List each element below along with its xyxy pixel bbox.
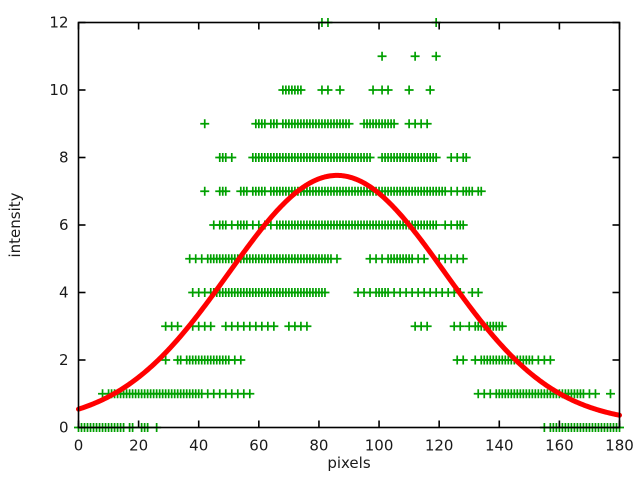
y-axis-title: intensity [6,192,24,257]
data-point-marker [221,186,231,196]
x-axis-tick-labels: 0 20 40 60 80 100 120 140 160 180 [74,437,634,455]
y-tick-label: 8 [59,149,69,167]
data-point-marker [422,119,432,129]
data-point-marker [269,321,279,331]
y-tick-label: 10 [49,81,68,99]
data-point-marker [605,389,615,399]
x-axis-title: pixels [327,454,371,472]
data-point-marker [458,220,468,230]
y-tick-label: 2 [59,351,69,369]
data-point-marker [200,186,210,196]
x-tick-label: 180 [605,437,634,455]
x-tick-label: 120 [425,437,454,455]
data-point-marker [383,85,393,95]
data-point-marker [173,321,183,331]
y-tick-label: 0 [59,419,69,437]
data-point-marker [476,186,486,196]
data-point-marker [365,153,375,162]
data-point-marker [206,321,216,331]
x-tick-label: 160 [545,437,574,455]
data-point-marker [320,288,330,297]
data-point-marker [431,51,441,61]
data-point-marker [545,355,555,365]
data-point-marker [461,153,471,162]
x-tick-label: 0 [74,437,84,455]
data-point-marker [296,85,306,95]
x-tick-label: 40 [189,437,208,455]
data-point-marker [161,355,171,365]
data-point-marker [419,254,429,264]
y-axis-ticks [78,21,620,429]
data-point-marker [431,220,441,230]
y-tick-label: 4 [59,284,69,302]
gaussian-fit-curve [76,172,622,418]
data-point-marker [458,355,468,365]
x-axis-ticks [77,22,621,428]
data-point-marker [590,389,600,399]
data-point-marker [455,321,465,331]
data-point-marker [422,321,432,331]
x-tick-label: 20 [129,437,148,455]
x-tick-label: 140 [485,437,514,455]
data-point-marker [458,254,468,264]
data-point-marker [497,321,507,331]
data-point-marker [335,85,345,95]
data-point-marker [236,355,246,365]
data-point-marker [344,119,354,129]
data-point-marker [410,51,420,61]
data-point-marker [200,119,210,129]
data-point-marker [332,254,342,264]
data-point-marker [227,153,237,162]
x-tick-label: 60 [249,437,268,455]
data-point-marker [368,85,378,95]
x-tick-label: 100 [365,437,394,455]
y-tick-label: 12 [49,14,68,32]
data-point-marker [377,51,387,61]
data-point-marker [404,85,414,95]
data-point-marker [302,321,312,331]
x-tick-label: 80 [309,437,328,455]
data-point-marker [425,85,435,95]
y-tick-label: 6 [59,216,69,234]
data-point-marker [323,85,333,95]
data-point-marker [431,153,441,162]
y-axis-tick-labels: 0 2 4 6 8 10 12 [49,14,68,437]
data-point-marker [473,288,483,297]
data-point-marker [389,119,399,129]
data-point-marker [245,389,255,399]
